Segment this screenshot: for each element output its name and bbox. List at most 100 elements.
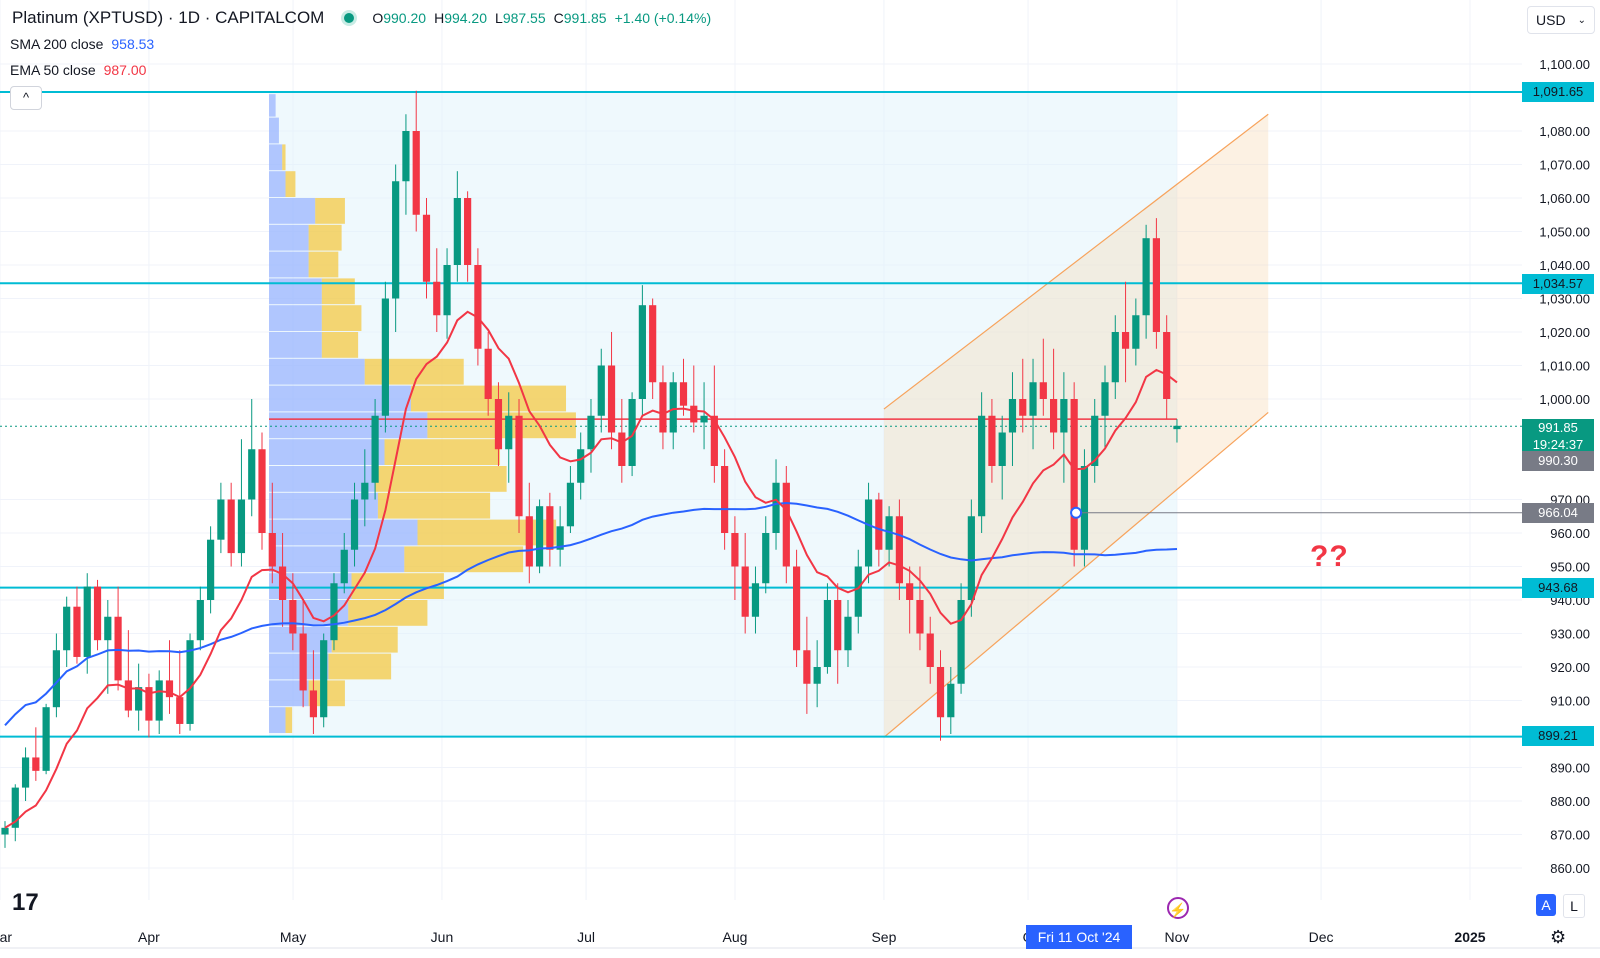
candle-body: [443, 265, 451, 316]
volume-profile-bar-up: [269, 466, 375, 492]
y-tick-label: 920.00: [1550, 660, 1590, 675]
level-badge-1091: 1,091.65: [1522, 82, 1594, 102]
candle-body: [1060, 399, 1068, 433]
candle-body: [566, 482, 575, 527]
volume-profile-bar-up: [269, 519, 418, 546]
volume-profile-bar-down: [374, 466, 507, 492]
y-tick-label: 950.00: [1550, 560, 1590, 575]
last-price-tag: 991.85 19:24:37: [1522, 419, 1594, 455]
log-scale-button[interactable]: L: [1563, 894, 1585, 918]
candle-body: [710, 415, 718, 466]
candle-body: [792, 566, 801, 651]
candle-body: [165, 680, 174, 698]
sma-200-line: [4, 501, 1178, 726]
y-tick-label: 1,000.00: [1539, 392, 1590, 407]
flash-icon[interactable]: ⚡: [1167, 897, 1189, 919]
candle-body: [73, 606, 81, 657]
currency-select[interactable]: USD ⌄: [1527, 6, 1595, 34]
candle-body: [381, 298, 389, 416]
x-tick-label: Jul: [577, 929, 595, 945]
candle-body: [207, 539, 215, 600]
candle-body: [978, 415, 986, 517]
x-tick-label: Aug: [723, 929, 748, 945]
candle-body: [21, 757, 30, 788]
last-price: 991.85: [1538, 420, 1578, 435]
candle-body: [1173, 425, 1181, 430]
candle-body: [42, 707, 50, 771]
candle-body: [844, 616, 852, 651]
candle-body: [309, 690, 318, 718]
ema-price-tag: 990.30: [1522, 451, 1594, 471]
y-tick-label: 930.00: [1550, 627, 1590, 642]
tradingview-logo-icon[interactable]: 17: [12, 889, 39, 916]
x-tick-label: Sep: [871, 929, 896, 945]
level-badge-899: 899.21: [1522, 726, 1594, 746]
candle-body: [63, 606, 71, 651]
x-tick-label: Apr: [138, 929, 160, 945]
candle-body: [248, 449, 256, 500]
candles: [1, 90, 1181, 848]
candle-body: [371, 415, 379, 483]
candle-body: [32, 757, 40, 771]
ohlc-readout: O990.20 H994.20 L987.55 C991.85 +1.40 (+…: [372, 10, 712, 26]
candle-body: [916, 600, 924, 634]
y-tick-label: 1,080.00: [1539, 124, 1590, 139]
volume-profile-bar-up: [269, 171, 286, 197]
candle-body: [926, 633, 934, 667]
x-tick-label: Jun: [431, 929, 454, 945]
candle-body: [1091, 415, 1099, 466]
volume-profile-bar-up: [269, 117, 279, 144]
x-axis[interactable]: MarAprMayJunJulAugSepONovDec2025: [0, 929, 1486, 945]
close-value: 991.85: [563, 10, 607, 26]
x-tick-label: May: [280, 929, 306, 945]
y-axis[interactable]: 1,100.00 1,080.00 1,070.00 1,060.00 1,050.00…: [1522, 0, 1600, 948]
y-tick-label: 880.00: [1550, 794, 1590, 809]
candle-body: [813, 667, 821, 684]
horizontal-levels[interactable]: [0, 90, 1522, 738]
candle-body: [258, 449, 266, 533]
y-tick-label: 910.00: [1550, 694, 1590, 709]
candle-body: [854, 566, 862, 617]
volume-profile-bar-down: [384, 439, 501, 465]
candle-body: [906, 583, 914, 600]
crosshair-date-tag: Fri 11 Oct '24: [1026, 925, 1132, 949]
candle-body: [52, 650, 60, 708]
candle-body: [1152, 238, 1160, 332]
candle-body: [731, 533, 739, 567]
question-annotation[interactable]: ??: [1310, 540, 1349, 573]
sma-label: SMA 200 close: [10, 36, 104, 52]
candle-body: [556, 526, 564, 550]
volume-profile-bar-down: [328, 653, 392, 680]
candle-body: [525, 516, 533, 567]
candle-body: [998, 432, 1006, 466]
level-badge-1034: 1,034.57: [1522, 274, 1594, 294]
sma-indicator-legend[interactable]: SMA 200 close 958.53: [10, 36, 154, 52]
symbol-title[interactable]: Platinum (XPTUSD) · 1D · CAPITALCOM: [12, 8, 325, 27]
anchor-point[interactable]: [1070, 506, 1083, 519]
candle-body: [278, 566, 287, 600]
chevron-up-icon: ^: [22, 90, 30, 105]
collapse-legend-button[interactable]: ^: [10, 86, 42, 110]
candle-body: [875, 499, 883, 550]
candle-body: [330, 583, 338, 641]
candle-body: [864, 499, 873, 567]
ema-indicator-legend[interactable]: EMA 50 close 987.00: [10, 62, 146, 78]
candle-body: [237, 499, 246, 554]
volume-profile-bar-down: [315, 198, 345, 224]
volume-profile-bar-down: [308, 224, 342, 251]
volume-profile-bar-up: [269, 251, 309, 278]
x-tick-label: 2025: [1454, 929, 1485, 945]
volume-profile-bar-down: [321, 305, 362, 331]
volume-profile-bar-up: [269, 653, 329, 680]
candle-body: [546, 506, 554, 550]
gear-icon[interactable]: ⚙: [1550, 927, 1567, 947]
candle-body: [176, 697, 184, 724]
candle-body: [885, 516, 893, 550]
x-tick-label: Dec: [1309, 929, 1334, 945]
volume-profile-bar-up: [269, 707, 286, 733]
volume-profile-bar-up: [269, 439, 385, 465]
auto-scale-button[interactable]: A: [1536, 894, 1556, 916]
candle-body: [1163, 332, 1171, 399]
volume-profile-bar-down: [417, 519, 557, 546]
